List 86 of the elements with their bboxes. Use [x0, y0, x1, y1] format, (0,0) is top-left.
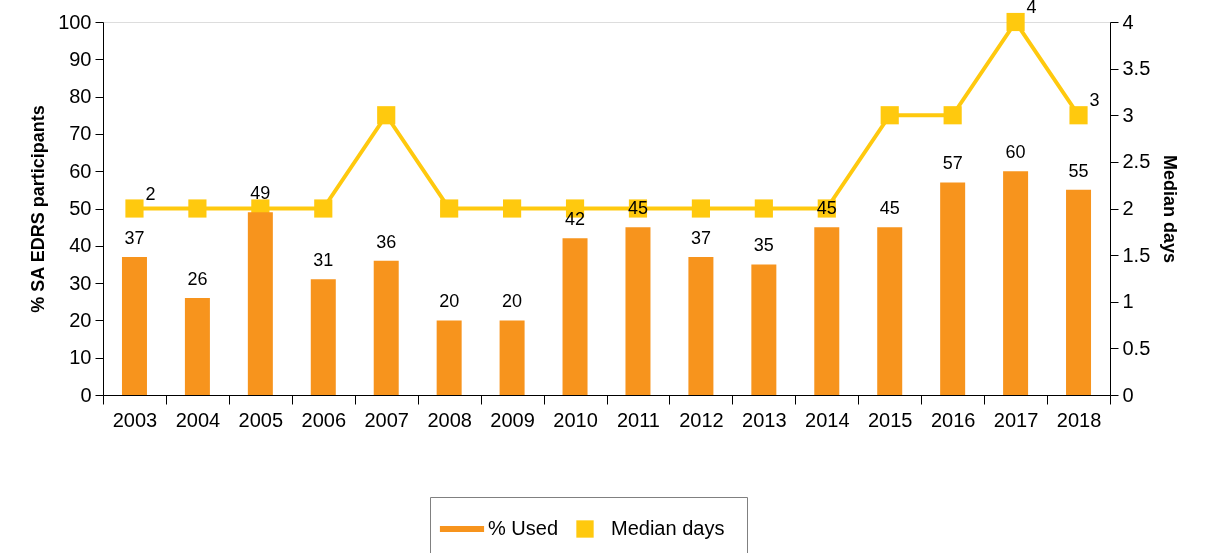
bar	[247, 212, 273, 395]
x-tick-label: 2006	[301, 408, 347, 431]
data-label: 49	[250, 183, 271, 204]
x-tick-label: 2013	[742, 408, 787, 431]
bar	[877, 227, 903, 395]
x-tick-label: 2015	[867, 408, 913, 431]
y-tick-label: 30	[69, 271, 92, 294]
x-tick-label: 2012	[679, 408, 724, 431]
data-label: 45	[816, 198, 837, 219]
point	[880, 106, 899, 125]
bar	[562, 238, 588, 395]
point	[440, 199, 459, 218]
y2-tick-label: 3	[1122, 103, 1134, 126]
x-tick-label: 2003	[112, 408, 158, 431]
y-tick-label: 70	[69, 122, 92, 145]
data-label: 35	[753, 235, 774, 256]
data-label: 45	[879, 198, 900, 219]
bar	[751, 264, 777, 395]
point	[1006, 12, 1025, 32]
point	[377, 106, 396, 125]
data-label: 20	[439, 291, 460, 312]
x-tick-label: 2007	[364, 408, 409, 431]
point	[503, 199, 522, 218]
bar	[499, 320, 525, 395]
data-label: 60	[1005, 142, 1026, 163]
bar	[436, 320, 462, 395]
y-tick-label: 90	[69, 47, 92, 70]
y-tick-label: 20	[69, 308, 92, 331]
legend-label: Median days	[611, 517, 725, 539]
y2-tick-label: 0	[1122, 383, 1134, 406]
y-tick-label: 80	[69, 85, 92, 108]
bar	[940, 182, 966, 395]
legend-label: % Used	[488, 517, 559, 539]
data-label: 37	[690, 227, 711, 248]
data-label: 2	[145, 183, 156, 204]
y2-tick-label: 3.5	[1122, 57, 1151, 80]
data-label: 31	[313, 250, 334, 271]
point	[125, 199, 144, 218]
data-label: 37	[124, 227, 145, 248]
x-tick-label: 2011	[616, 408, 660, 431]
x-tick-label: 2014	[805, 408, 850, 431]
y-axis-title: % SA EDRS participants	[28, 105, 49, 313]
y-tick-label: 40	[69, 234, 92, 257]
y-tick-label: 0	[80, 383, 92, 406]
data-label: 45	[627, 198, 648, 219]
y2-tick-label: 1.5	[1122, 243, 1151, 266]
y-tick-label: 50	[69, 197, 92, 219]
y2-axis-title: Median days	[1160, 154, 1181, 264]
bar	[184, 298, 210, 395]
bar	[373, 260, 399, 395]
data-label: 20	[502, 291, 523, 312]
bar	[814, 227, 840, 395]
bar	[625, 227, 651, 395]
y-tick-label: 60	[69, 159, 92, 182]
data-label: 55	[1068, 160, 1089, 181]
data-label: 3	[1089, 90, 1100, 111]
x-tick-label: 2017	[993, 408, 1039, 431]
data-label: 4	[1026, 0, 1037, 17]
data-label: 57	[942, 153, 963, 174]
point	[754, 199, 773, 218]
bar	[310, 279, 336, 395]
y-tick-label: 10	[69, 346, 92, 369]
y2-tick-label: 2.5	[1122, 150, 1151, 173]
bar	[1003, 171, 1029, 395]
y2-tick-label: 4	[1122, 10, 1134, 33]
x-tick-label: 2018	[1056, 408, 1102, 431]
point	[314, 199, 333, 218]
y2-tick-label: 0.5	[1122, 336, 1151, 359]
x-tick-label: 2010	[553, 408, 598, 431]
x-tick-label: 2005	[238, 408, 284, 431]
y-tick-label: 100	[58, 10, 92, 33]
point	[188, 199, 207, 218]
bar	[1066, 189, 1092, 395]
data-label: 26	[187, 269, 208, 290]
y2-tick-label: 1	[1122, 290, 1134, 313]
x-tick-label: 2008	[427, 408, 472, 431]
data-label: 36	[376, 231, 397, 252]
point	[691, 199, 710, 218]
x-tick-label: 2004	[175, 408, 221, 431]
x-tick-label: 2009	[490, 408, 535, 431]
point	[943, 106, 962, 125]
x-tick-label: 2016	[930, 408, 976, 431]
bar	[688, 256, 714, 395]
y2-tick-label: 2	[1122, 197, 1134, 219]
point	[1069, 106, 1088, 125]
bar	[121, 256, 147, 395]
